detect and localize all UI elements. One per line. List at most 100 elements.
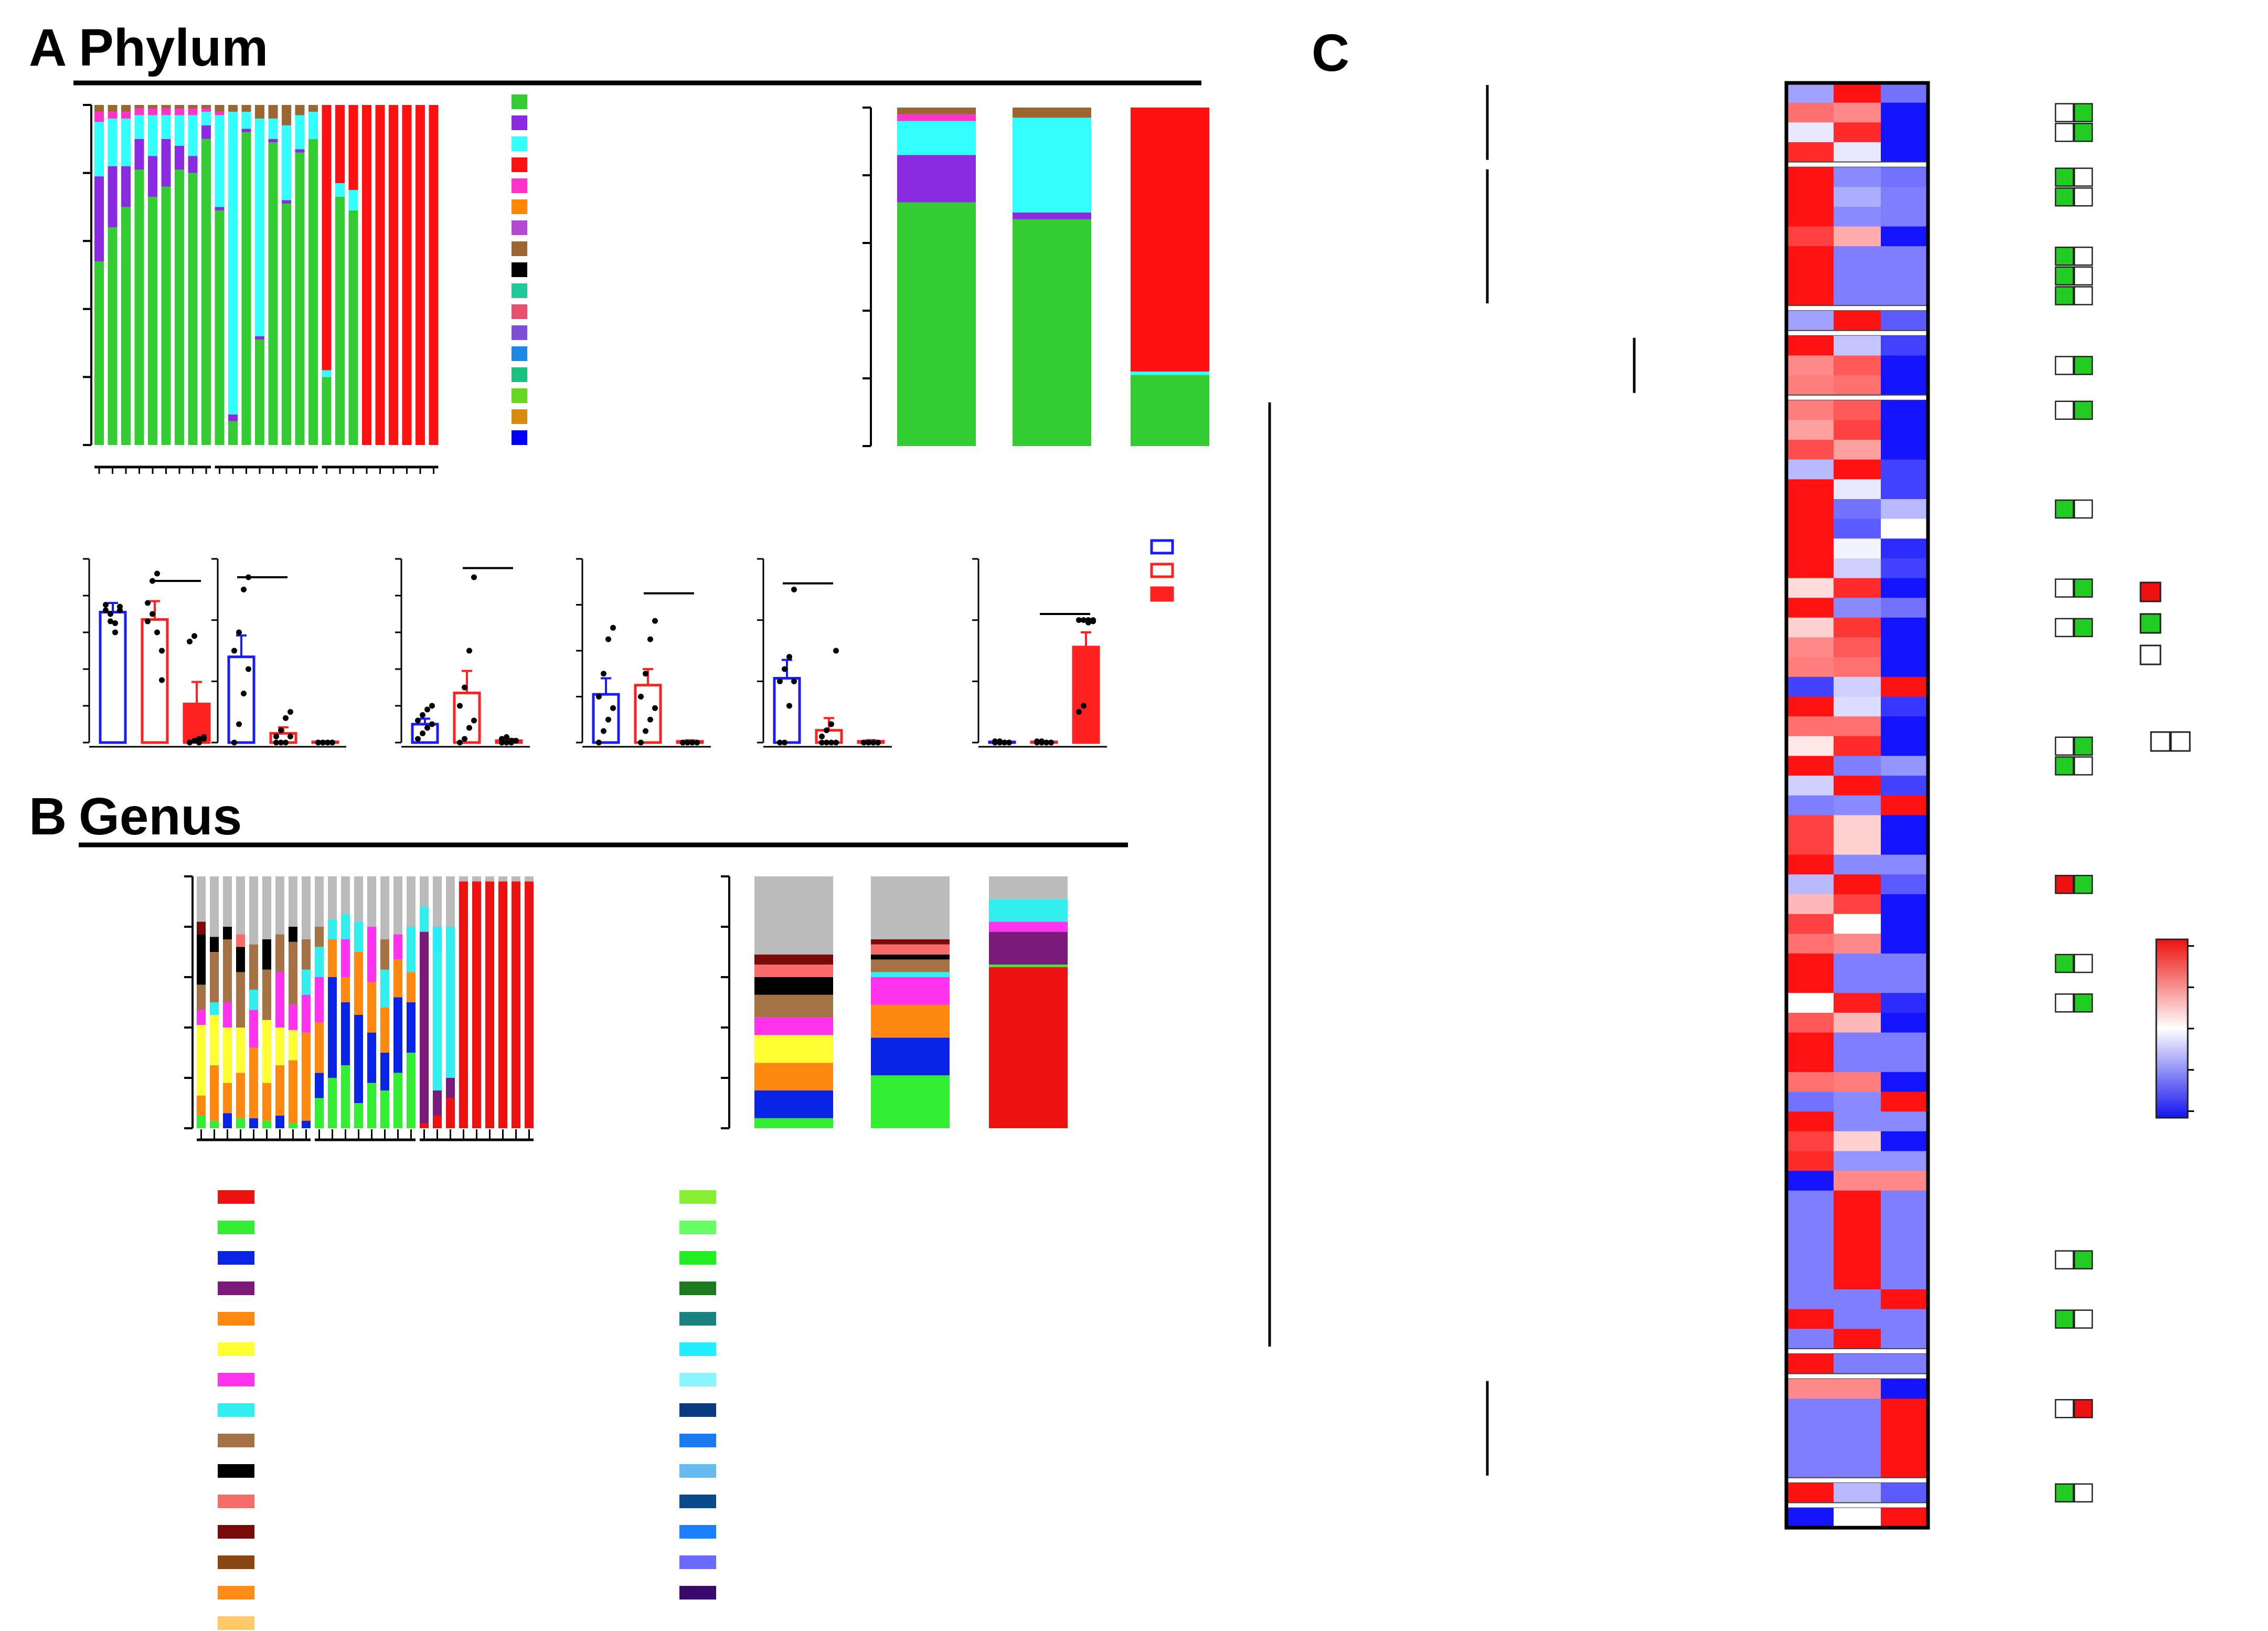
mean-bar-segment bbox=[871, 876, 950, 939]
sample-bar-segment bbox=[241, 129, 251, 132]
heatmap-cell bbox=[1881, 993, 1929, 1013]
sample-bar-segment bbox=[328, 939, 337, 977]
sample-bar-segment bbox=[289, 876, 297, 927]
significance-box bbox=[2073, 187, 2093, 207]
sample-bar-segment bbox=[308, 139, 318, 445]
sample-bar-segment bbox=[335, 105, 345, 184]
group-separator bbox=[1786, 1477, 1929, 1484]
genus-sample-chart bbox=[184, 875, 534, 1141]
sample-bar-segment bbox=[201, 108, 211, 112]
heatmap-cell bbox=[1881, 1092, 1929, 1112]
sample-bar-segment bbox=[121, 166, 131, 207]
legend-swatch bbox=[512, 304, 527, 319]
sample-bar-segment bbox=[236, 876, 245, 935]
heatmap-cell bbox=[1834, 1171, 1881, 1191]
heatmap-cell bbox=[1786, 914, 1834, 934]
sample-bar-segment bbox=[188, 115, 198, 156]
data-point bbox=[241, 586, 247, 592]
sample-bar-segment bbox=[148, 115, 157, 156]
heatmap-cell bbox=[1786, 83, 1834, 103]
data-point bbox=[689, 739, 695, 746]
sample-bar-segment bbox=[108, 111, 118, 119]
heatmap-cell bbox=[1834, 1012, 1881, 1033]
sample-bar-segment bbox=[335, 196, 345, 445]
sample-bar-segment bbox=[210, 1015, 219, 1065]
sample-bar-segment bbox=[275, 1028, 284, 1065]
heatmap-cell bbox=[1786, 1399, 1834, 1419]
heatmap-cell bbox=[1834, 598, 1881, 618]
data-point bbox=[246, 666, 251, 672]
legend-swatch bbox=[512, 241, 527, 256]
heatmap-cell bbox=[1786, 1171, 1834, 1191]
heatmap-cell bbox=[1881, 311, 1929, 331]
sample-bar-segment bbox=[472, 876, 481, 882]
significance-box bbox=[2054, 993, 2074, 1013]
panel-a-label: A bbox=[29, 18, 67, 77]
legend-swatch bbox=[679, 1586, 716, 1600]
heatmap-cell bbox=[1834, 973, 1881, 993]
sample-bar-segment bbox=[302, 969, 311, 995]
significance-box bbox=[2073, 756, 2093, 776]
heatmap-cell bbox=[1834, 206, 1881, 227]
heatmap-cell bbox=[1786, 756, 1834, 776]
sample-bar-segment bbox=[315, 947, 324, 977]
sample-bar-segment bbox=[236, 934, 245, 947]
stat-chart bbox=[576, 558, 711, 748]
heatmap-cell bbox=[1834, 696, 1881, 717]
mean-bar-segment bbox=[754, 1017, 833, 1035]
heatmap-cell bbox=[1786, 1482, 1834, 1503]
sample-bar-segment bbox=[302, 939, 311, 970]
data-point bbox=[1034, 738, 1040, 745]
heatmap-cell bbox=[1834, 657, 1881, 677]
heatmap-cell bbox=[1881, 167, 1929, 187]
heatmap-side-legends bbox=[2139, 581, 2194, 1119]
group-separator bbox=[1786, 1502, 1929, 1509]
data-point bbox=[833, 739, 839, 746]
sample-bar-segment bbox=[228, 414, 238, 421]
heatmap-cell bbox=[1786, 375, 1834, 396]
heatmap-cell bbox=[1834, 538, 1881, 559]
sample-bar-segment bbox=[249, 876, 258, 945]
heatmap-cell bbox=[1786, 1508, 1834, 1528]
data-point bbox=[196, 739, 202, 746]
data-point bbox=[1081, 703, 1087, 709]
heatmap-cell bbox=[1786, 206, 1834, 227]
sample-bar-segment bbox=[485, 876, 494, 882]
legend-swatch bbox=[679, 1373, 716, 1386]
sample-bar-segment bbox=[148, 196, 157, 445]
heatmap-cell bbox=[1881, 122, 1929, 143]
heatmap-cell bbox=[1786, 558, 1834, 579]
heatmap-cell bbox=[1881, 716, 1929, 737]
sample-bar-segment bbox=[335, 183, 345, 197]
heatmap-cell bbox=[1834, 993, 1881, 1013]
legend-swatch bbox=[218, 1221, 254, 1234]
heatmap-cell bbox=[1834, 894, 1881, 915]
sample-bar-segment bbox=[354, 1015, 363, 1103]
heatmap-cell bbox=[1786, 1379, 1834, 1399]
sample-bar-segment bbox=[393, 959, 402, 998]
mean-bar-segment bbox=[1013, 118, 1091, 213]
sample-bar-segment bbox=[275, 1065, 284, 1116]
legend-swatch bbox=[512, 178, 527, 193]
heatmap-cell bbox=[1881, 102, 1929, 123]
legend-swatch bbox=[679, 1403, 716, 1417]
data-point bbox=[605, 716, 611, 723]
data-point bbox=[278, 739, 284, 746]
sample-bar-segment bbox=[161, 108, 171, 115]
heatmap-cell bbox=[1786, 459, 1834, 480]
sample-bar-segment bbox=[525, 876, 534, 882]
sample-bar-segment bbox=[282, 125, 291, 200]
sample-bar-segment bbox=[341, 1065, 350, 1128]
significance-box bbox=[2054, 578, 2074, 598]
sample-bar-segment bbox=[446, 1098, 455, 1128]
data-point bbox=[819, 739, 825, 746]
data-point bbox=[1085, 617, 1091, 623]
heatmap-cell bbox=[1834, 400, 1881, 420]
phylum-stat-charts bbox=[83, 558, 1107, 748]
sample-bar-segment bbox=[354, 876, 363, 922]
sample-bar-segment bbox=[289, 941, 297, 1005]
mean-bar-segment bbox=[989, 876, 1068, 899]
sample-bar-segment bbox=[223, 1002, 232, 1028]
heatmap-cell bbox=[1881, 1309, 1929, 1329]
data-point bbox=[647, 716, 653, 723]
